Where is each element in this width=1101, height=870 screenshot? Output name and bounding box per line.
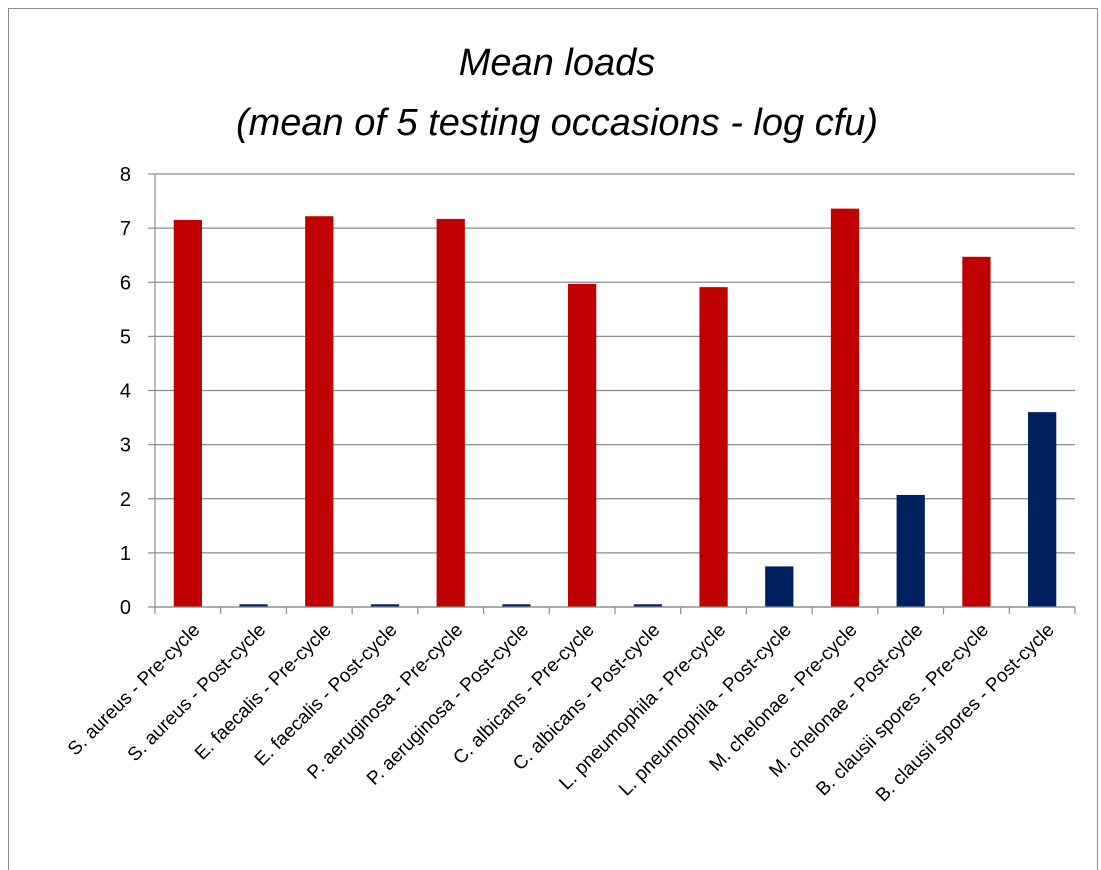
bar xyxy=(765,566,794,607)
bars xyxy=(173,208,1057,607)
y-axis: 0 1 2 3 4 5 6 7 8 xyxy=(120,164,156,619)
bar xyxy=(502,604,531,607)
bar xyxy=(305,216,334,607)
chart-subtitle: (mean of 5 testing occasions - log cfu) xyxy=(236,102,878,144)
y-tick-label: 0 xyxy=(120,597,131,619)
y-tick-label: 1 xyxy=(120,543,131,565)
bar xyxy=(633,604,662,607)
bar xyxy=(699,287,728,607)
bar xyxy=(830,208,860,607)
y-tick-label: 2 xyxy=(120,489,131,511)
y-tick-label: 7 xyxy=(120,218,131,240)
y-tick-label: 4 xyxy=(120,381,131,403)
y-tick-label: 5 xyxy=(120,326,131,348)
y-tick-label: 8 xyxy=(120,164,131,186)
gridlines xyxy=(155,173,1075,608)
chart-title: Mean loads xyxy=(459,42,655,84)
bar xyxy=(436,218,465,607)
bar xyxy=(370,604,400,607)
x-tick-label: S. aureus - Pre-cycle xyxy=(64,620,204,760)
bar xyxy=(239,604,268,607)
bar xyxy=(896,494,925,607)
bar xyxy=(568,283,597,607)
y-tick-label: 6 xyxy=(120,272,131,294)
bar xyxy=(962,256,991,607)
bar xyxy=(173,220,202,607)
y-tick-label: 3 xyxy=(120,435,131,457)
chart-frame xyxy=(8,8,1098,870)
bar xyxy=(1028,412,1057,607)
